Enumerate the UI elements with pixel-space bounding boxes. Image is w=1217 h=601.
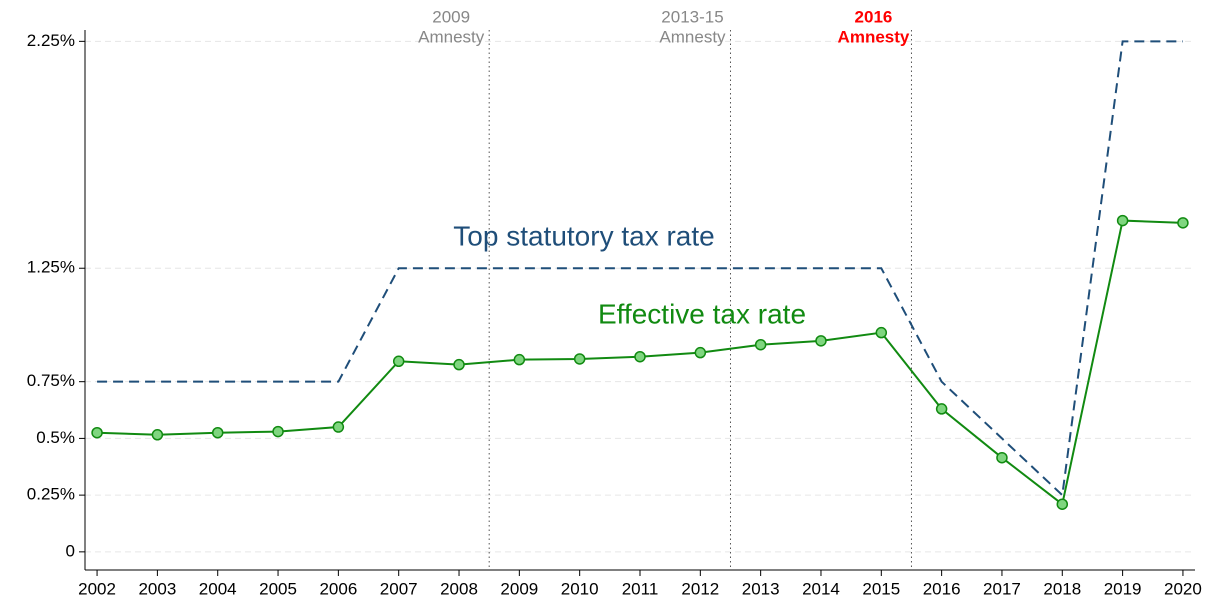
point	[91, 426, 103, 439]
point	[573, 353, 586, 365]
point	[1116, 214, 1129, 227]
x-tick-label: 2008	[440, 579, 478, 598]
x-tick-label: 2010	[561, 579, 599, 598]
point	[392, 355, 405, 368]
line-series	[97, 40, 1183, 498]
point	[1177, 217, 1189, 229]
x-tick-label: 2014	[802, 579, 840, 598]
point	[754, 338, 767, 351]
x-tick-label: 2017	[983, 579, 1021, 598]
event-label: Amnesty	[659, 27, 726, 46]
event-label: 2016	[855, 7, 893, 26]
point	[272, 425, 284, 438]
event-label: 2013-15	[661, 7, 723, 26]
x-tick-label: 2005	[259, 579, 297, 598]
series-label: Top statutory tax rate	[453, 220, 714, 251]
series-label: Effective tax rate	[598, 298, 806, 329]
y-tick-label: 1.25%	[27, 258, 75, 277]
x-tick-label: 2009	[500, 579, 538, 598]
point	[935, 403, 948, 415]
x-tick-label: 2004	[199, 579, 237, 598]
x-tick-label: 2018	[1043, 579, 1081, 598]
y-tick-label: 0.75%	[27, 371, 75, 390]
x-tick-label: 2019	[1104, 579, 1142, 598]
point	[1056, 498, 1069, 510]
event-label: Amnesty	[838, 27, 910, 46]
x-tick-label: 2007	[380, 579, 418, 598]
point	[151, 429, 164, 441]
point	[815, 335, 827, 347]
y-tick-label: 2.25%	[27, 31, 75, 50]
point	[332, 421, 345, 433]
x-tick-label: 2006	[319, 579, 357, 598]
point	[513, 353, 526, 366]
x-tick-label: 2011	[622, 579, 659, 598]
point	[996, 451, 1008, 464]
point	[875, 326, 888, 339]
y-tick-label: 0	[66, 541, 75, 560]
x-tick-label: 2003	[138, 579, 176, 598]
event-label: 2009	[432, 7, 470, 26]
x-tick-label: 2013	[742, 579, 780, 598]
x-tick-label: 2012	[681, 579, 719, 598]
x-tick-label: 2020	[1164, 579, 1202, 598]
point	[211, 426, 224, 439]
x-tick-label: 2002	[78, 579, 116, 598]
point	[453, 358, 465, 371]
event-label: Amnesty	[418, 27, 485, 46]
y-tick-label: 0.25%	[27, 485, 75, 504]
point	[634, 350, 646, 363]
x-tick-label: 2016	[923, 579, 961, 598]
x-tick-label: 2015	[862, 579, 900, 598]
point	[694, 346, 707, 359]
y-tick-label: 0.5%	[36, 428, 75, 447]
